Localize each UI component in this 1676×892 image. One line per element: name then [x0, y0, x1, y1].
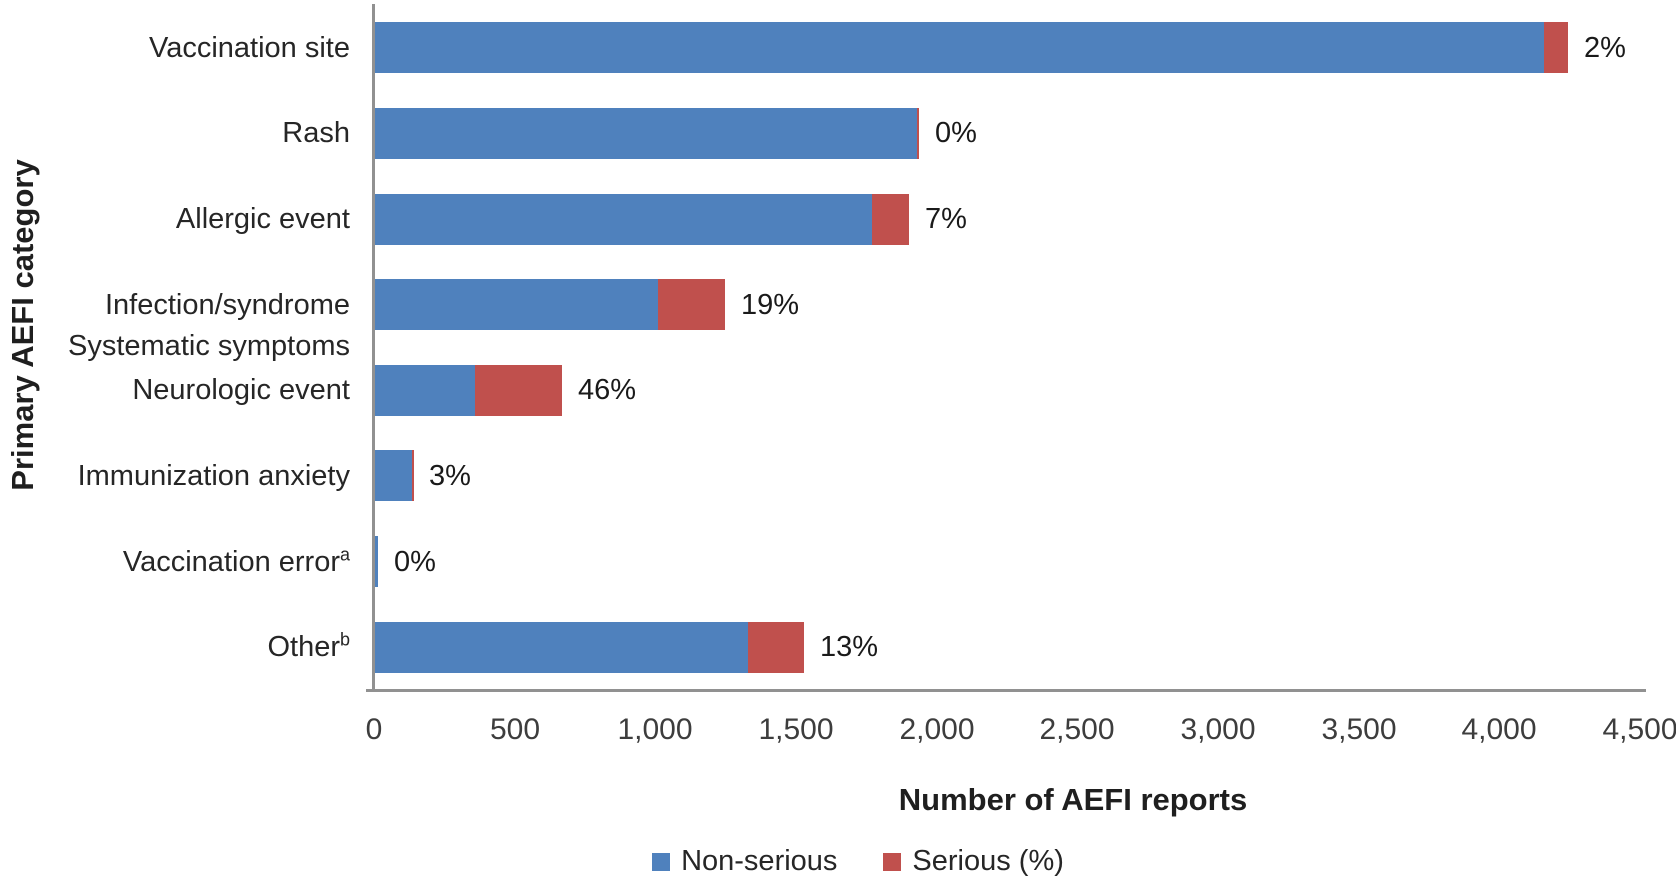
legend-label: Non-serious [681, 845, 838, 877]
bar-row [374, 450, 414, 502]
x-tick-label: 2,500 [1039, 713, 1115, 746]
x-tick-label: 3,000 [1180, 713, 1256, 746]
bar-row [374, 364, 562, 416]
y-axis-line [372, 4, 375, 692]
percent-label: 19% [741, 289, 800, 321]
y-tick-label: Vaccination errora [0, 542, 350, 582]
y-tick-label-superscript: a [339, 544, 350, 565]
non-serious-bar-segment [374, 450, 412, 502]
non-serious-bar-segment [374, 193, 872, 245]
x-tick-label: 4,500 [1602, 713, 1676, 746]
bar-row [374, 621, 805, 673]
y-tick-label-floating: Systematic symptoms [68, 330, 350, 362]
serious-bar-segment [1544, 22, 1569, 74]
y-tick-label-text: Rash [282, 117, 350, 149]
x-tick-label: 1,000 [617, 713, 693, 746]
non-serious-bar-segment [374, 364, 476, 416]
y-tick-label-text: Other [267, 631, 340, 663]
serious-bar-segment [658, 279, 725, 331]
bar-row [374, 279, 725, 331]
y-tick-label: Allergic event [0, 199, 350, 239]
percent-label: 13% [820, 631, 879, 663]
x-tick-label: 500 [489, 713, 541, 746]
y-tick-label-text: Immunization anxiety [77, 460, 350, 492]
bar-row [374, 536, 379, 588]
x-tick-label: 4,000 [1461, 713, 1537, 746]
x-axis-title: Number of AEFI reports [898, 782, 1248, 817]
x-tick-label: 1,500 [758, 713, 834, 746]
y-tick-label: Otherb [0, 627, 350, 667]
bar-row [374, 22, 1569, 74]
non-serious-bar-segment [374, 279, 659, 331]
bar-row [374, 193, 910, 245]
y-tick-label: Vaccination site [0, 28, 350, 68]
serious-bar-segment [872, 193, 910, 245]
x-axis-line [366, 689, 1646, 692]
y-tick-label: Immunization anxiety [0, 456, 350, 496]
y-tick-label-text: Infection/syndrome [104, 289, 350, 321]
non-serious-bar-segment [374, 107, 917, 159]
y-tick-label: Rash [0, 113, 350, 153]
y-tick-label: Infection/syndrome [0, 285, 350, 325]
x-tick-label: 3,500 [1321, 713, 1397, 746]
non-serious-bar-segment [374, 621, 749, 673]
percent-label: 3% [429, 460, 471, 492]
serious-bar-segment [412, 450, 414, 502]
y-tick-label-text: Vaccination site [149, 32, 350, 64]
percent-label: 0% [935, 117, 977, 149]
y-tick-label-text: Neurologic event [132, 374, 350, 406]
non-serious-bar-segment [374, 22, 1545, 74]
y-tick-label-superscript: b [339, 629, 350, 650]
legend-label: Serious (%) [912, 845, 1064, 877]
serious-bar-segment [917, 107, 920, 159]
legend-swatch-serious [883, 852, 902, 871]
y-tick-label-text: Allergic event [175, 203, 350, 235]
y-tick-label: Neurologic event [0, 370, 350, 410]
serious-bar-segment [475, 364, 562, 416]
x-tick-label: 0 [365, 713, 383, 746]
legend-item: Non-serious [652, 845, 837, 878]
percent-label: 0% [394, 546, 436, 578]
legend-swatch-non-serious [652, 852, 671, 871]
bar-row [374, 107, 920, 159]
percent-label: 7% [925, 203, 967, 235]
legend-item: Serious (%) [883, 845, 1064, 878]
x-tick-label: 2,000 [899, 713, 975, 746]
legend: Non-serious Serious (%) [0, 845, 1676, 878]
percent-label: 46% [578, 374, 637, 406]
percent-label: 2% [1584, 32, 1626, 64]
y-tick-label-text: Vaccination error [122, 546, 340, 578]
non-serious-bar-segment [374, 536, 379, 588]
serious-bar-segment [748, 621, 805, 673]
